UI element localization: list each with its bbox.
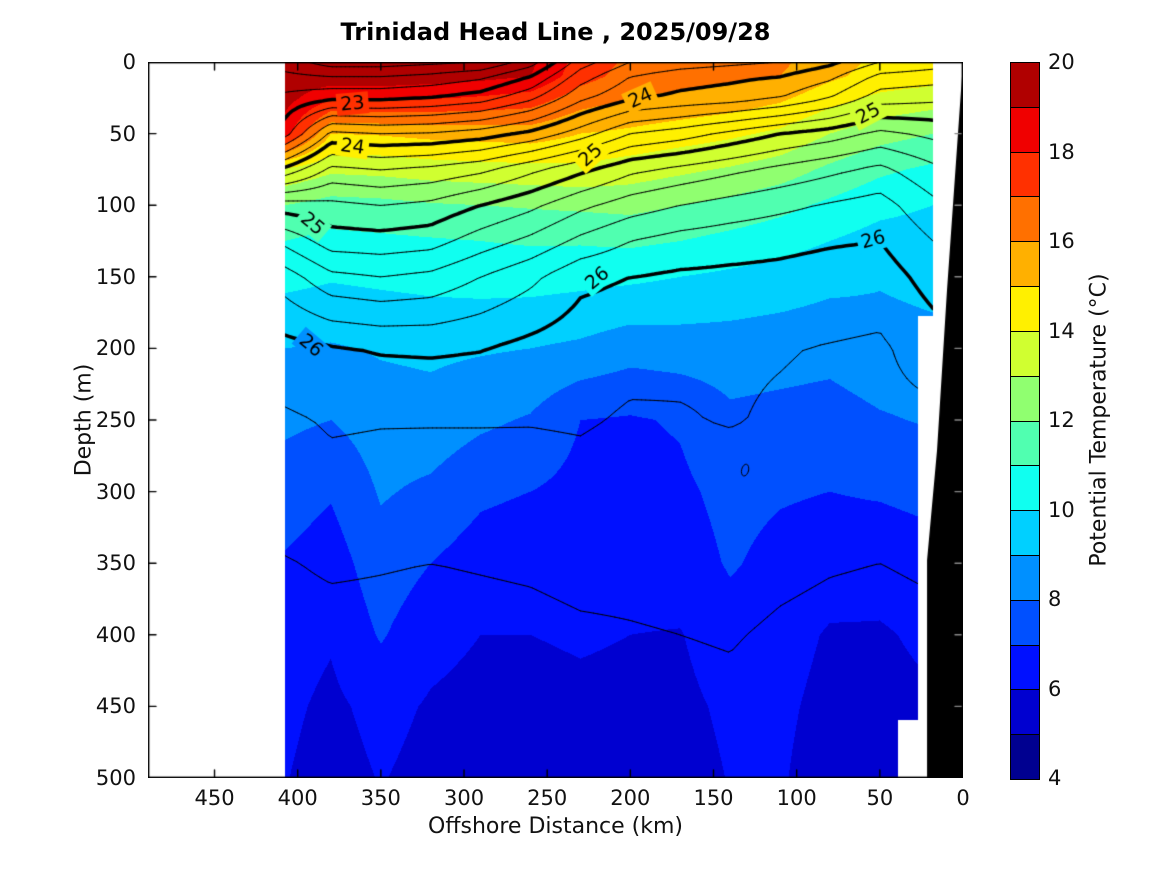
y-tick-label: 250 [95, 408, 136, 432]
colorbar-tick-label: 10 [1048, 497, 1075, 522]
contour-plot-canvas [148, 62, 963, 778]
y-tick-label: 200 [95, 336, 136, 361]
y-tick-label: 400 [95, 622, 136, 647]
colorbar-band [1011, 331, 1039, 377]
x-tick-label: 0 [956, 786, 970, 810]
y-tick-label: 150 [95, 264, 136, 289]
colorbar-tick-label: 12 [1048, 408, 1075, 432]
colorbar-band [1011, 645, 1039, 691]
colorbar-band [1011, 421, 1039, 467]
x-tick-label: 400 [277, 786, 318, 810]
colorbar-band [1011, 376, 1039, 422]
colorbar-band [1011, 511, 1039, 556]
y-tick-label: 50 [109, 121, 136, 146]
colorbar-band [1011, 287, 1039, 332]
colorbar-band [1011, 63, 1039, 108]
colorbar-tick-label: 14 [1048, 318, 1075, 343]
y-tick-label: 450 [95, 694, 136, 719]
chart-title: Trinidad Head Line , 2025/09/28 [340, 18, 771, 46]
x-tick-label: 300 [443, 786, 485, 810]
colorbar-tick-label: 18 [1048, 139, 1075, 164]
colorbar-label: Potential Temperature (°C) [1086, 273, 1112, 567]
colorbar-tick-label: 6 [1048, 676, 1062, 701]
colorbar-band [1011, 466, 1039, 512]
x-tick-label: 350 [360, 786, 401, 810]
colorbar-band [1011, 107, 1039, 153]
y-tick-label: 0 [122, 50, 136, 74]
y-tick-label: 350 [95, 551, 136, 576]
colorbar-tick-label: 4 [1048, 766, 1062, 790]
x-tick-label: 100 [776, 786, 817, 810]
x-tick-label: 50 [866, 786, 894, 810]
colorbar-tick-label: 16 [1048, 229, 1075, 253]
x-tick-label: 250 [527, 786, 568, 810]
colorbar-tick-label: 20 [1048, 50, 1075, 74]
x-axis-label: Offshore Distance (km) [428, 814, 683, 839]
colorbar-band [1011, 197, 1039, 243]
x-tick-label: 200 [610, 786, 651, 810]
colorbar-band [1011, 600, 1039, 646]
colorbar-band [1011, 735, 1039, 779]
y-tick-label: 300 [95, 479, 136, 504]
colorbar-band [1011, 242, 1039, 288]
colorbar-band [1011, 690, 1039, 736]
colorbar-band [1011, 555, 1039, 601]
y-axis-label: Depth (m) [71, 363, 97, 477]
colorbar [1010, 62, 1040, 780]
x-tick-label: 450 [194, 786, 235, 810]
colorbar-tick-label: 8 [1048, 587, 1062, 611]
colorbar-band [1011, 152, 1039, 198]
x-tick-label: 150 [693, 786, 734, 810]
y-tick-label: 100 [95, 193, 136, 218]
y-tick-label: 500 [95, 766, 136, 790]
